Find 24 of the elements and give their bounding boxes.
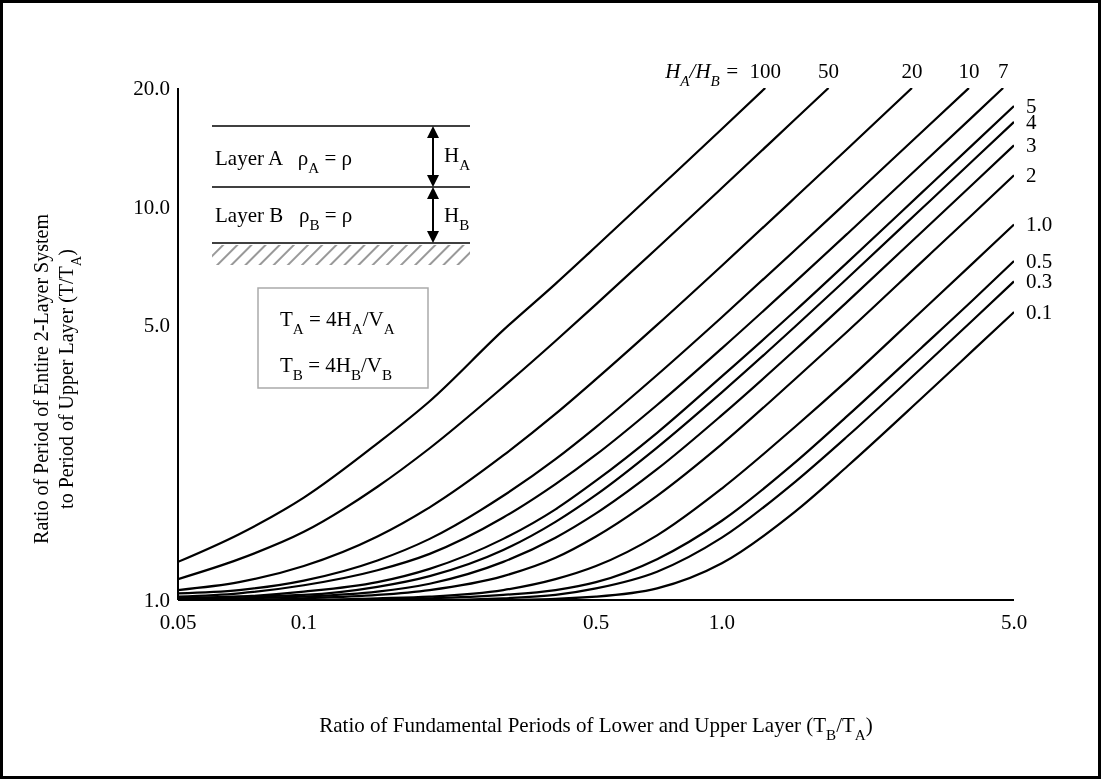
annotation: Layer A ρ$_{A}$ = ρ xyxy=(215,146,353,176)
series-label: 7 xyxy=(997,59,1009,83)
y-tick-label: 10.0 xyxy=(133,194,170,219)
annotation: T$_{B}$ = 4H$_{B}$/V$_{B}$ xyxy=(280,353,393,383)
series-label: 10 xyxy=(958,59,980,83)
y-tick-label: 5.0 xyxy=(143,313,170,338)
series-label: 20 xyxy=(901,59,923,83)
x-tick-label: 0.5 xyxy=(582,609,610,634)
x-tick-label: 0.1 xyxy=(290,609,317,634)
annotation: H$_{B}$ xyxy=(444,203,470,233)
y-tick-label: 20.0 xyxy=(133,76,170,101)
series-label: 2 xyxy=(1026,163,1037,188)
series-label: 100 xyxy=(749,59,781,83)
x-tick-label: 5.0 xyxy=(1000,609,1028,634)
series-label: 3 xyxy=(1026,133,1037,158)
series-label: 0.1 xyxy=(1026,300,1053,325)
series-label: 50 xyxy=(818,59,840,83)
annotation: H$_{A}$ xyxy=(444,143,471,173)
annotation: T$_{A}$ = 4H$_{A}$/V$_{A}$ xyxy=(280,307,395,337)
x-axis-title: Ratio of Fundamental Periods of Lower and Upper Layer (T$_{B}$/T$_{A}$) xyxy=(319,713,873,743)
x-tick-label: 1.0 xyxy=(708,609,735,634)
legend-title: H$_{A}$/H$_{B}$ = xyxy=(664,59,740,89)
annotation: Layer B ρ$_{B}$ = ρ xyxy=(215,203,353,233)
series-label: 1.0 xyxy=(1026,212,1053,237)
